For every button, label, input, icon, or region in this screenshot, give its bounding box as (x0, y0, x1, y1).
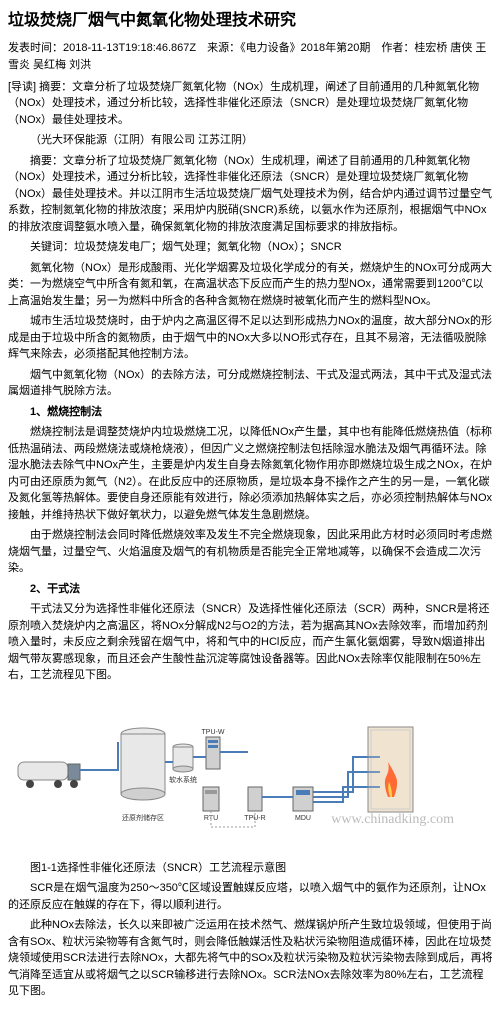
mdu-icon (293, 787, 313, 811)
paragraph-5: 烟气中氮氧化物（NOx）的去除方法，可分成燃烧控制法、干式及湿式两法，其中干式及… (8, 367, 494, 400)
paragraph-8: 干式法又分为选择性非催化还原法（SNCR）及选择性催化还原法（SCR）两种，SN… (8, 601, 494, 684)
paragraph-1: 摘要：文章分析了垃圾焚烧厂氮氧化物（NOx）生成机理，阐述了目前通用的几种氮氧化… (8, 153, 494, 236)
water-label: 软水系统 (169, 775, 197, 784)
figure-caption: 图1-1选择性非催化还原法（SNCR）工艺流程示意图 (8, 860, 494, 877)
paragraph-keywords: 关键词：垃圾焚烧发电厂；烟气处理；氮氧化物（NOx）；SNCR (8, 239, 494, 256)
tpu-r-icon (248, 787, 262, 811)
article-title: 垃圾焚烧厂烟气中氮氧化物处理技术研究 (8, 8, 494, 34)
storage-tank-icon (121, 728, 165, 800)
sncr-diagram: TPU-W 软水系统 RTU TPU-R MDU 还原剂储存区 www.chin… (8, 692, 494, 852)
paragraph-7: 由于燃烧控制法会同时降低燃烧效率及发生不完全燃烧现象，因此采用此方材时必须同时考… (8, 527, 494, 577)
paragraph-6: 燃烧控制法是调整焚烧炉内垃圾燃烧工况，以降低NOx产生量，其中也有能降低燃烧热值… (8, 424, 494, 523)
truck-icon (18, 762, 80, 788)
paragraph-9: SCR是在烟气温度为250～350℃区域设置触媒反应塔，以喷入烟气中的氨作为还原… (8, 880, 494, 913)
paragraph-4: 城市生活垃圾焚烧时，由于炉内之高温区得不足以达到形成热力NOx的温度，故大部分N… (8, 313, 494, 363)
section-2-title: 2、干式法 (8, 581, 494, 598)
tpu-w-label: TPU-W (202, 729, 225, 736)
abstract: [导读] 摘要：文章分析了垃圾焚烧厂氮氧化物（NOx）生成机理，阐述了目前通用的… (8, 79, 494, 129)
water-tank-icon (173, 744, 193, 772)
article-meta: 发表时间：2018-11-13T19:18:46.867Z 来源：《电力设备》2… (8, 40, 494, 75)
mdu-label: MDU (295, 815, 311, 822)
furnace-icon (368, 727, 413, 812)
paragraph-3: 氮氧化物（NOx）是形成酸雨、光化学烟雾及垃圾化学成分的有关，燃烧炉生的NOx可… (8, 260, 494, 310)
paragraph-10: 此种NOx去除法，长久以来即被广泛运用在技术然气、燃煤锅炉所产生致垃圾领域，但使… (8, 917, 494, 1000)
tpu-w-icon (206, 737, 220, 769)
rtu-icon (203, 787, 219, 811)
reactor-label: 还原剂储存区 (122, 813, 164, 822)
section-1-title: 1、燃烧控制法 (8, 404, 494, 421)
watermark-text: www.chinadking.com (331, 809, 454, 831)
affiliation: （光大环保能源（江阴）有限公司 江苏江阴） (8, 132, 494, 149)
